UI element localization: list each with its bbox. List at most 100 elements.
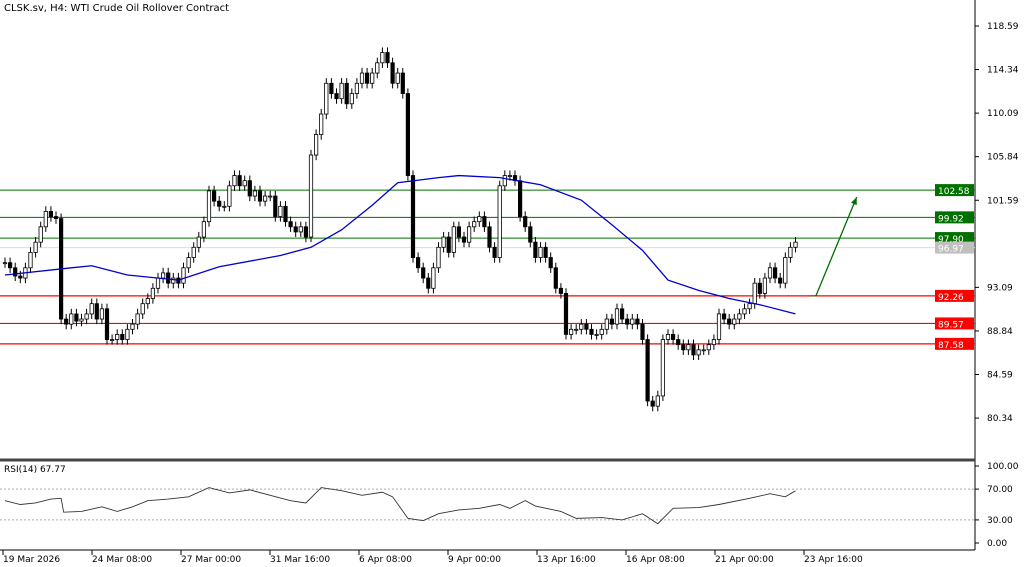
- rsi-label: RSI(14) 67.77: [4, 465, 66, 475]
- candle-body: [319, 113, 324, 135]
- candle-body: [79, 318, 84, 322]
- chart-title: CLSK.sv, H4: WTI Crude Oil Rollover Cont…: [4, 3, 230, 14]
- level-label: 99.92: [938, 214, 964, 224]
- candle-body: [395, 72, 400, 84]
- candle-body: [676, 339, 681, 346]
- arrow-head: [851, 197, 857, 206]
- candle-body: [507, 175, 513, 177]
- candle-body: [767, 267, 773, 279]
- candle-body: [482, 216, 487, 228]
- candle-body: [110, 339, 115, 341]
- price-tick-label: 88.84: [987, 327, 1013, 337]
- candle-body: [53, 216, 59, 219]
- rsi-tick-label: 70.00: [987, 485, 1013, 495]
- candle-body: [84, 313, 89, 320]
- level-label-bg: [935, 232, 974, 245]
- candle-body: [237, 175, 242, 187]
- candle-body: [201, 221, 206, 238]
- candle-body: [222, 205, 227, 208]
- trend-arrow: [815, 196, 858, 297]
- time-tick-label: 19 Mar 2026: [3, 555, 60, 565]
- candle-body: [579, 323, 584, 330]
- candle-body: [762, 277, 768, 294]
- candle-body: [69, 313, 74, 325]
- candle-body: [650, 400, 655, 407]
- candle-body: [436, 246, 441, 269]
- candle-body: [548, 257, 553, 269]
- candle-body: [788, 246, 793, 258]
- candle-body: [28, 252, 33, 269]
- candle-body: [115, 334, 120, 340]
- candle-body: [451, 226, 456, 253]
- level-label-bg: [935, 184, 974, 197]
- level-label: 89.57: [938, 320, 964, 330]
- candle-body: [620, 308, 625, 320]
- level-label-bg: [935, 211, 974, 224]
- candle-body: [308, 154, 314, 238]
- price-tick-label: 84.59: [987, 371, 1013, 381]
- price-tick-label: 93.09: [987, 283, 1013, 293]
- candle-body: [431, 267, 436, 289]
- candle-body: [421, 267, 426, 279]
- candle-body: [604, 318, 609, 330]
- candle-body: [706, 344, 711, 351]
- candle-body: [354, 82, 360, 94]
- candle-body: [303, 226, 309, 238]
- candle-body: [742, 308, 747, 315]
- candle-body: [334, 93, 339, 100]
- time-tick-label: 21 Apr 00:00: [715, 555, 774, 565]
- candle-body: [196, 236, 201, 248]
- rsi-tick-label: 0.00: [987, 539, 1007, 549]
- candle-body: [773, 267, 778, 279]
- candle-body: [125, 328, 130, 340]
- rsi-line: [4, 487, 796, 525]
- candle-body: [752, 282, 757, 305]
- candle-body: [74, 313, 79, 322]
- candle-body: [181, 267, 186, 284]
- price-tick-label: 118.59: [987, 22, 1019, 32]
- candle-body: [441, 236, 446, 248]
- level-label-bg: [935, 337, 974, 350]
- time-tick-label: 27 Mar 00:00: [181, 555, 241, 565]
- candle-body: [375, 62, 380, 74]
- candle-body: [370, 72, 375, 84]
- candle-body: [446, 236, 451, 253]
- level-label-bg: [935, 317, 974, 330]
- candle-body: [390, 62, 395, 84]
- candle-body: [594, 334, 599, 336]
- candle-body: [48, 211, 54, 217]
- candle-body: [477, 216, 482, 223]
- candle-body: [426, 277, 431, 289]
- candle-body: [13, 267, 18, 277]
- candle-body: [18, 275, 23, 279]
- candle-body: [293, 226, 298, 233]
- candle-body: [380, 52, 385, 64]
- candle-body: [472, 221, 477, 228]
- candle-body: [523, 216, 528, 228]
- candle-body: [410, 175, 416, 258]
- candle-body: [166, 272, 171, 284]
- candle-body: [257, 190, 263, 202]
- candle-body: [145, 298, 150, 305]
- current-price-label: 96.97: [938, 245, 964, 255]
- candle-body: [324, 82, 329, 115]
- candle-body: [563, 293, 569, 335]
- candle-body: [518, 180, 523, 217]
- candle-body: [329, 82, 334, 94]
- candle-body: [589, 328, 594, 335]
- candle-body: [288, 221, 293, 228]
- candle-body: [140, 303, 145, 315]
- candle-body: [186, 257, 191, 269]
- candle-body: [701, 349, 706, 352]
- candle-body: [64, 318, 69, 325]
- candle-body: [7, 262, 13, 269]
- candle-body: [160, 272, 166, 279]
- price-tick-label: 80.34: [987, 414, 1013, 424]
- candle-body: [671, 334, 676, 340]
- candle-body: [33, 241, 38, 253]
- candle-body: [691, 344, 696, 356]
- candle-body: [268, 195, 273, 198]
- candle-body: [732, 318, 737, 325]
- price-tick-label: 101.59: [987, 196, 1019, 206]
